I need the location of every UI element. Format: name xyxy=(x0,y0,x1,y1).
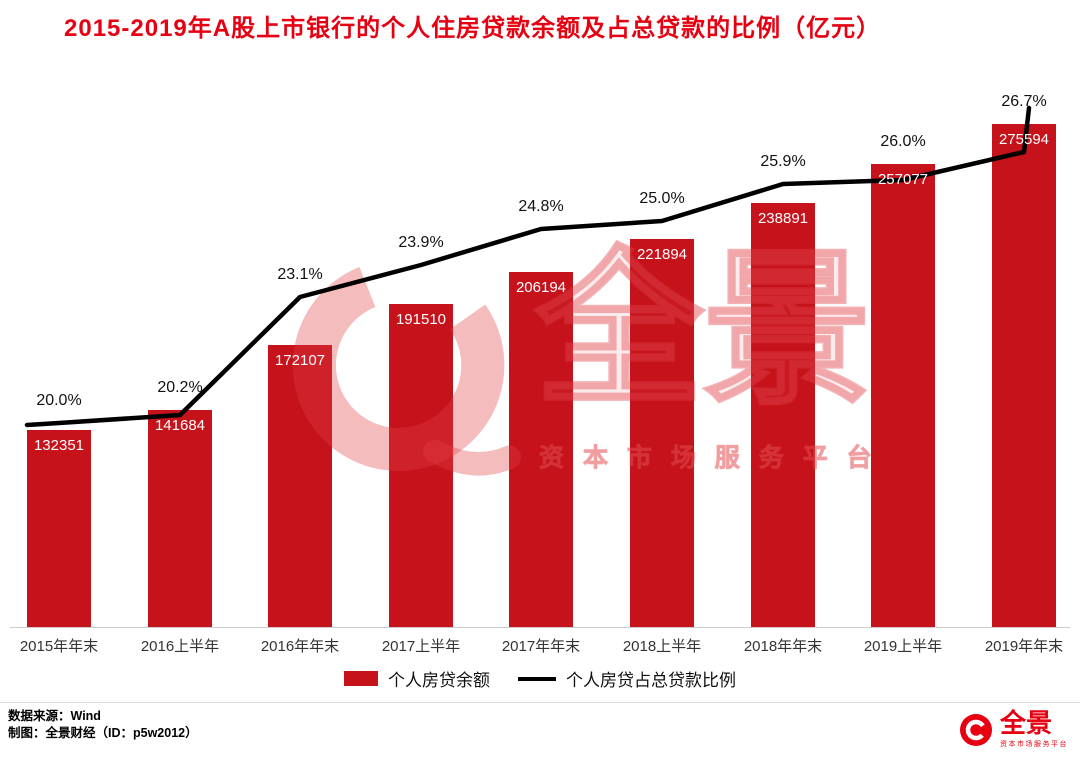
watermark-brand-text: 全景 xyxy=(534,236,873,424)
legend: 个人房贷余额 个人房贷占总贷款比例 xyxy=(0,666,1080,691)
brand-logo: 全景 资本市场服务平台 xyxy=(959,710,1068,749)
legend-bar-label: 个人房贷余额 xyxy=(388,671,490,690)
pct-label: 23.1% xyxy=(277,266,323,283)
pct-label: 26.7% xyxy=(1001,93,1047,110)
bar xyxy=(148,410,212,627)
bar xyxy=(992,124,1056,627)
pct-label: 24.8% xyxy=(518,198,564,215)
pct-label: 20.2% xyxy=(157,379,203,396)
footer-credits: 数据来源：Wind 制图：全景财经（ID：p5w2012） xyxy=(8,708,198,742)
bar-value-label: 257077 xyxy=(877,171,929,188)
watermark-tagline-text: 资 本 市 场 服 务 平 台 xyxy=(539,444,878,473)
x-axis-label: 2017年年末 xyxy=(501,638,581,655)
x-axis-label: 2019上半年 xyxy=(863,638,943,655)
x-axis-line xyxy=(10,627,1070,628)
brand-tagline-text: 资本市场服务平台 xyxy=(1000,741,1068,748)
pct-label: 26.0% xyxy=(880,133,926,150)
brand-e-icon xyxy=(960,713,992,746)
bar xyxy=(389,304,453,627)
pct-label: 25.9% xyxy=(760,153,806,170)
footer-divider xyxy=(0,702,1080,703)
brand-name-text: 全景 xyxy=(1000,708,1053,738)
legend-line-swatch xyxy=(518,676,556,681)
x-axis-label: 2015年年末 xyxy=(19,638,99,655)
pct-label: 23.9% xyxy=(398,234,444,251)
data-source-text: 数据来源：Wind xyxy=(8,709,101,723)
x-axis-label: 2016年年末 xyxy=(260,638,340,655)
x-axis-label: 2018年年末 xyxy=(743,638,823,655)
bar-value-label: 275594 xyxy=(998,131,1050,148)
bar-value-label: 221894 xyxy=(636,246,688,263)
x-axis-label: 2017上半年 xyxy=(381,638,461,655)
chart-title: 2015-2019年A股上市银行的个人住房贷款余额及占总贷款的比例（亿元） xyxy=(64,15,882,42)
x-axis-label: 2018上半年 xyxy=(622,638,702,655)
bar-value-label: 191510 xyxy=(395,311,447,328)
bar-value-label: 141684 xyxy=(154,417,206,434)
pct-label: 25.0% xyxy=(639,190,685,207)
x-axis-label: 2019年年末 xyxy=(984,638,1064,655)
x-axis-label: 2016上半年 xyxy=(140,638,220,655)
legend-bar-swatch xyxy=(344,671,378,686)
credit-text: 制图：全景财经（ID：p5w2012） xyxy=(8,726,198,740)
brand-text-block: 全景 资本市场服务平台 xyxy=(1000,710,1068,749)
bar-value-label: 132351 xyxy=(33,437,85,454)
bar xyxy=(751,203,815,627)
bar xyxy=(630,239,694,627)
bar xyxy=(871,164,935,627)
bar xyxy=(509,272,573,627)
bar-value-label: 238891 xyxy=(757,210,809,227)
bar xyxy=(27,430,91,627)
bar-value-label: 172107 xyxy=(274,352,326,369)
legend-line-label: 个人房贷占总贷款比例 xyxy=(566,671,736,690)
bar-value-label: 206194 xyxy=(515,279,567,296)
pct-label: 20.0% xyxy=(36,392,82,409)
bar xyxy=(268,345,332,627)
watermark-text-block: 全景 资 本 市 场 服 务 平 台 xyxy=(534,236,878,504)
